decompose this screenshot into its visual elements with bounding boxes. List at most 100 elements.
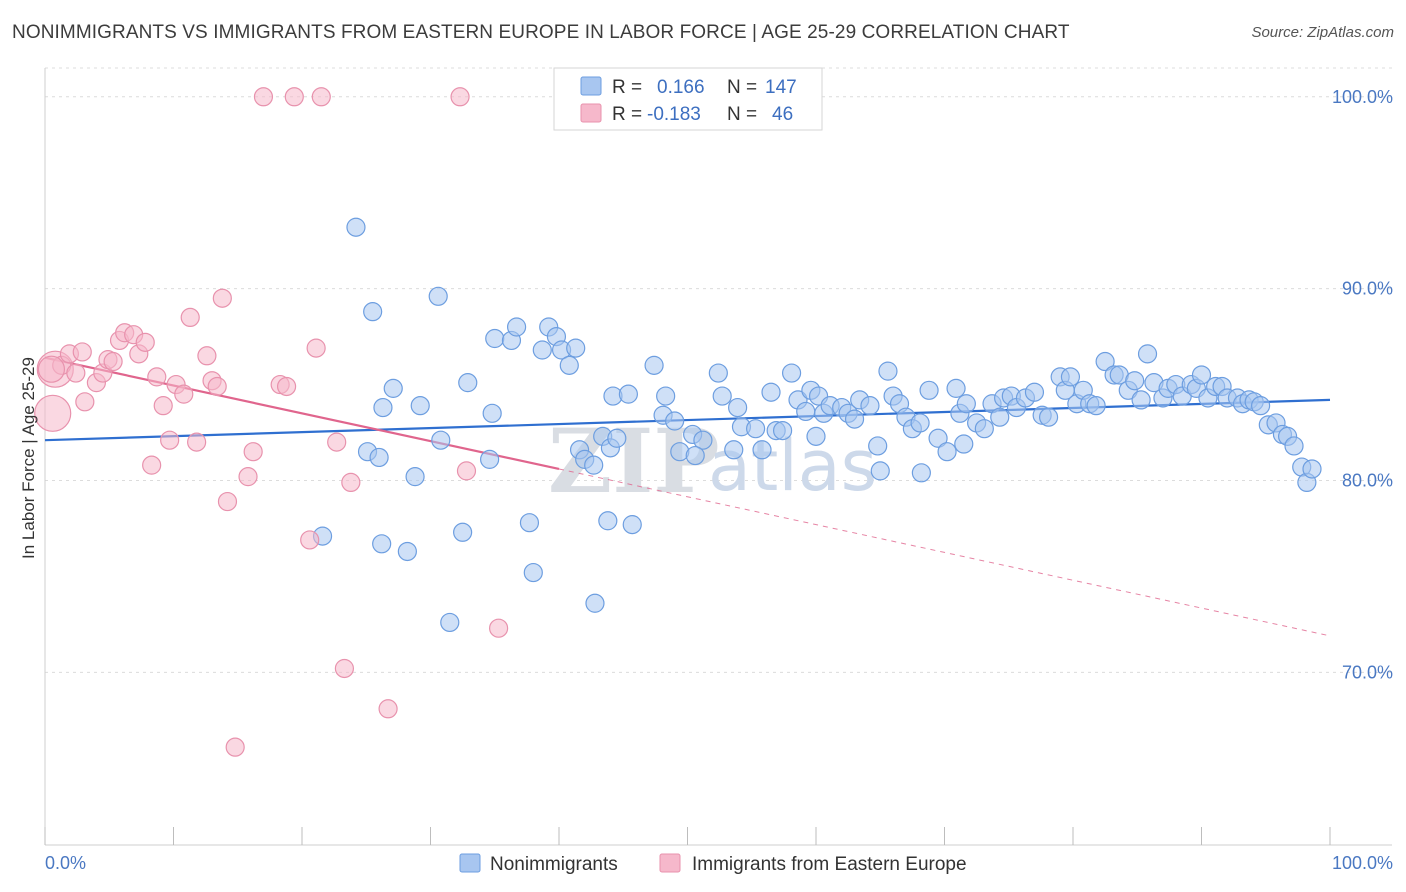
point-immigrants [300, 530, 320, 550]
legend-swatch-nonimmigrants [580, 76, 602, 96]
legend-n-value: 147 [765, 77, 797, 98]
point-immigrants [174, 384, 194, 404]
point-nonimmigrants [523, 562, 543, 583]
point-nonimmigrants [761, 382, 781, 402]
point-nonimmigrants [1086, 396, 1106, 416]
legend-n-value: 46 [772, 104, 793, 125]
point-nonimmigrants [431, 430, 451, 450]
point-nonimmigrants [796, 401, 816, 422]
point-nonimmigrants [622, 515, 642, 535]
point-immigrants [66, 363, 86, 383]
trend-lines [44, 356, 1331, 637]
point-nonimmigrants [1191, 365, 1212, 385]
point-nonimmigrants [397, 541, 417, 562]
point-nonimmigrants [1060, 367, 1081, 387]
legend-r-value: -0.183 [647, 104, 701, 125]
point-nonimmigrants [1251, 396, 1271, 416]
point-nonimmigrants [428, 286, 448, 306]
point-nonimmigrants [607, 428, 627, 448]
point-nonimmigrants [369, 447, 389, 468]
series-legend-swatch-immigrants [659, 853, 681, 873]
point-nonimmigrants [363, 302, 383, 322]
point-immigrants [327, 432, 347, 452]
series-legend-swatch-nonimmigrants [459, 853, 481, 873]
point-nonimmigrants [644, 355, 664, 375]
y-tick-label: 70.0% [1342, 662, 1393, 682]
point-immigrants [284, 87, 304, 107]
point-nonimmigrants [752, 440, 772, 460]
point-nonimmigrants [712, 386, 732, 406]
point-nonimmigrants [990, 407, 1010, 427]
y-axis-label: In Labor Force | Age 25-29 [19, 357, 38, 559]
point-immigrants [142, 455, 162, 475]
point-nonimmigrants [585, 593, 605, 613]
watermark-atlas: atlas [708, 425, 877, 507]
point-nonimmigrants [372, 534, 392, 554]
point-immigrants [334, 658, 355, 679]
point-nonimmigrants [458, 373, 478, 393]
legend-swatch-immigrants [580, 103, 602, 123]
point-nonimmigrants [1284, 436, 1304, 456]
legend-r-label: R = [612, 104, 642, 125]
point-immigrants [456, 461, 477, 481]
point-nonimmigrants [781, 363, 802, 383]
point-immigrants [180, 307, 200, 328]
trend-line-immigrants-projection [558, 468, 1331, 637]
point-nonimmigrants [954, 434, 974, 454]
point-nonimmigrants [532, 340, 552, 360]
y-tick-labels: 70.0% 80.0% 90.0% 100.0% [1332, 87, 1393, 683]
point-immigrants [153, 396, 173, 416]
point-immigrants [489, 618, 509, 638]
point-immigrants [450, 87, 470, 107]
point-nonimmigrants [806, 426, 826, 446]
point-nonimmigrants [910, 413, 930, 433]
point-nonimmigrants [919, 380, 939, 400]
point-nonimmigrants [1302, 459, 1322, 479]
point-nonimmigrants [559, 355, 579, 375]
point-nonimmigrants [860, 396, 880, 416]
point-immigrants [311, 87, 331, 107]
point-nonimmigrants [870, 461, 890, 481]
point-nonimmigrants [665, 411, 685, 431]
point-nonimmigrants [956, 394, 976, 414]
point-nonimmigrants [1125, 371, 1145, 391]
point-nonimmigrants [453, 522, 473, 542]
point-nonimmigrants [746, 419, 766, 439]
point-nonimmigrants [618, 384, 638, 404]
point-immigrants [197, 346, 217, 366]
point-nonimmigrants [946, 378, 966, 398]
legend-r-value: 0.166 [657, 77, 705, 98]
chart-title: NONIMMIGRANTS VS IMMIGRANTS FROM EASTERN… [12, 22, 1070, 43]
point-immigrants [160, 430, 180, 450]
point-immigrants [276, 376, 297, 397]
point-nonimmigrants [693, 430, 713, 450]
legend-n-label: N = [727, 104, 757, 125]
point-nonimmigrants [1024, 382, 1045, 402]
point-nonimmigrants [844, 409, 865, 429]
point-nonimmigrants [480, 449, 500, 469]
point-immigrants [37, 355, 66, 383]
point-nonimmigrants [685, 445, 705, 466]
point-nonimmigrants [928, 428, 948, 448]
point-nonimmigrants [868, 436, 888, 456]
point-nonimmigrants [937, 442, 957, 462]
point-nonimmigrants [708, 363, 728, 383]
point-immigrants [75, 392, 95, 412]
x-ticks [44, 827, 1331, 845]
legend-r-label: R = [612, 77, 642, 98]
point-nonimmigrants [405, 467, 425, 487]
point-immigrants [34, 394, 72, 432]
series-legend-label-nonimmigrants: Nonimmigrants [490, 854, 618, 875]
point-nonimmigrants [373, 397, 393, 418]
point-immigrants [207, 376, 227, 397]
point-immigrants [147, 367, 167, 387]
point-immigrants [378, 699, 398, 719]
point-nonimmigrants [1137, 344, 1158, 364]
series-nonimmigrants [312, 217, 1322, 633]
series-immigrants [34, 87, 509, 757]
trend-line-nonimmigrants [44, 398, 1331, 442]
point-immigrants [243, 442, 263, 462]
point-nonimmigrants [584, 455, 604, 475]
point-nonimmigrants [566, 338, 586, 358]
point-nonimmigrants [519, 513, 540, 533]
